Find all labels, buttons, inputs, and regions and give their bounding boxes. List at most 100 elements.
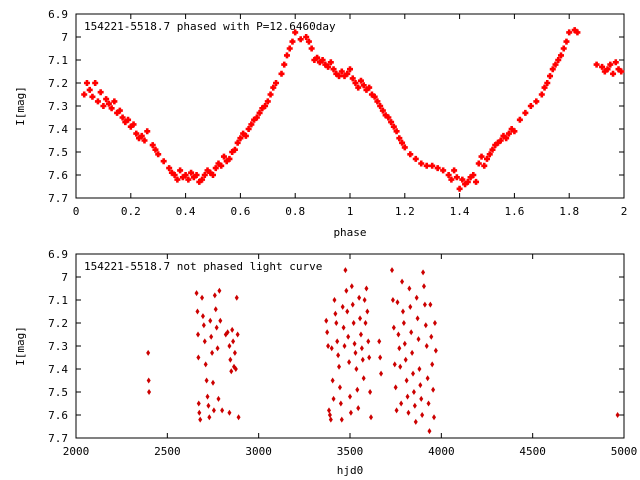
x-tick-label: 0.8 xyxy=(285,205,305,218)
data-point xyxy=(403,356,408,363)
data-point xyxy=(188,169,195,176)
data-point xyxy=(198,416,203,423)
y-tick-label: 7.5 xyxy=(48,386,68,399)
x-tick-label: 5000 xyxy=(611,445,638,458)
data-point xyxy=(393,128,400,135)
data-point xyxy=(350,301,355,308)
data-point xyxy=(429,162,436,169)
data-point xyxy=(445,172,452,178)
data-point xyxy=(205,393,210,400)
data-point xyxy=(215,345,220,352)
phased-panel: 154221-5518.7 phased with P=12.6460day p… xyxy=(14,8,627,239)
data-point xyxy=(424,343,429,349)
data-point xyxy=(566,29,573,36)
data-point xyxy=(174,176,181,183)
data-point xyxy=(549,66,556,73)
y-tick-label: 7.6 xyxy=(48,409,68,422)
data-point xyxy=(336,73,343,80)
x-tick-label: 4500 xyxy=(519,445,546,458)
data-point xyxy=(604,66,611,73)
data-point xyxy=(235,331,240,338)
data-point xyxy=(196,400,201,407)
data-point xyxy=(390,267,395,274)
data-point xyxy=(86,86,93,93)
data-point xyxy=(367,354,372,361)
data-point xyxy=(394,407,399,414)
data-point xyxy=(281,61,288,68)
data-point xyxy=(345,308,350,315)
x-tick-label: 1.4 xyxy=(450,205,470,218)
data-point xyxy=(417,366,422,372)
y-tick-label: 7.1 xyxy=(48,294,68,307)
x-tick-label: 1 xyxy=(347,205,354,218)
data-point xyxy=(448,176,455,183)
data-point xyxy=(356,405,361,412)
data-point xyxy=(359,345,364,352)
data-point xyxy=(195,308,200,315)
data-point xyxy=(405,393,410,400)
data-point xyxy=(202,338,207,345)
y-tick-label: 7.4 xyxy=(48,123,68,136)
data-point xyxy=(349,283,354,290)
data-point xyxy=(207,414,212,421)
data-point xyxy=(385,114,392,121)
data-point xyxy=(346,333,351,340)
data-point xyxy=(204,377,209,384)
data-point xyxy=(348,409,353,416)
data-point xyxy=(400,278,405,285)
data-point xyxy=(423,322,428,329)
data-point xyxy=(326,407,331,414)
y-tick-label: 7.2 xyxy=(48,317,68,330)
data-point xyxy=(155,151,162,158)
data-point xyxy=(407,151,414,158)
y-tick-label: 7.3 xyxy=(48,340,68,353)
data-point xyxy=(484,155,490,162)
x-tick-label: 3000 xyxy=(245,445,272,458)
x-tick-label: 0.4 xyxy=(176,205,196,218)
data-point xyxy=(418,382,423,389)
unphased-points xyxy=(146,267,620,435)
data-point xyxy=(245,126,252,132)
phased-x-ticks: 0 0.2 0.4 0.6 0.8 1 1.2 1.4 1.6 1.8 2 xyxy=(73,14,627,218)
x-tick-label: 2000 xyxy=(63,445,90,458)
data-point xyxy=(326,343,331,349)
data-point xyxy=(522,109,529,116)
data-point xyxy=(234,139,241,146)
data-point xyxy=(177,167,184,174)
y-tick-label: 7.1 xyxy=(48,54,68,67)
data-point xyxy=(160,158,167,165)
data-point xyxy=(409,329,414,336)
data-point xyxy=(527,103,534,109)
data-point xyxy=(413,418,418,425)
data-point xyxy=(473,178,480,185)
data-point xyxy=(331,395,336,402)
data-point xyxy=(233,366,238,372)
data-point xyxy=(225,329,230,336)
data-point xyxy=(211,407,216,414)
data-point xyxy=(351,320,356,326)
data-point xyxy=(396,135,403,142)
phased-points xyxy=(81,27,625,192)
x-tick-label: 2500 xyxy=(154,445,181,458)
data-point xyxy=(555,57,562,63)
data-point xyxy=(237,135,244,142)
data-point xyxy=(563,38,570,45)
data-point xyxy=(216,395,221,402)
x-tick-label: 1.6 xyxy=(504,205,524,218)
data-point xyxy=(253,114,260,121)
data-point xyxy=(361,375,366,382)
data-point xyxy=(390,123,397,130)
data-point xyxy=(371,93,378,100)
unphased-panel: 154221-5518.7 not phased light curve hjd… xyxy=(14,248,637,477)
data-point xyxy=(497,137,504,144)
data-point xyxy=(610,70,617,77)
data-point xyxy=(470,172,477,178)
phased-title: 154221-5518.7 phased with P=12.6460day xyxy=(84,20,336,33)
data-point xyxy=(147,389,152,395)
data-point xyxy=(368,389,373,395)
data-point xyxy=(503,135,510,142)
data-point xyxy=(416,336,421,343)
data-point xyxy=(182,172,189,178)
data-point xyxy=(94,98,101,105)
data-point xyxy=(212,292,217,299)
